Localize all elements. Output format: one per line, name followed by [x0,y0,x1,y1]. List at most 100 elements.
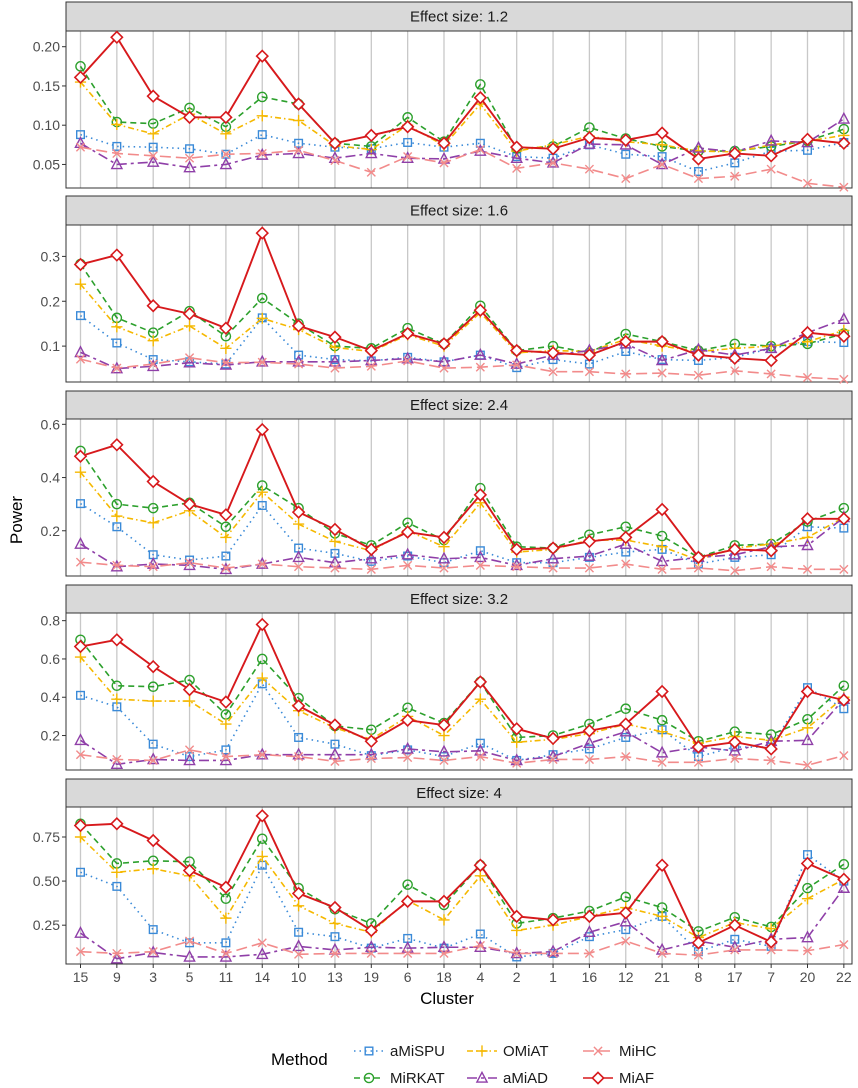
data-point [221,149,231,159]
series-line [80,356,844,381]
series-line [80,318,845,370]
data-point [730,945,740,955]
data-point [548,563,558,573]
data-point [655,745,669,758]
data-point [437,337,451,351]
data-point [657,948,667,959]
facet-strip [65,195,853,226]
legend-label: OMiAT [503,1043,549,1060]
data-point [583,136,596,149]
facet-strip [65,1,853,32]
data-point [112,141,122,151]
series-line [79,81,844,153]
data-point [221,358,231,368]
data-point [619,724,633,737]
data-point [221,938,231,948]
data-point [74,536,87,549]
data-point [691,348,706,362]
y-axis-title: Power [7,496,26,545]
data-point [147,517,159,529]
data-point [693,370,704,380]
x-tick-label: 1 [549,969,557,985]
data-point [256,110,268,122]
data-point [655,684,669,699]
data-point [403,752,413,763]
data-point [112,522,122,532]
y-tick-label: 0.2 [41,293,61,309]
data-point [112,754,122,765]
data-point [510,753,523,766]
facet-strip-label: Effect size: 4 [416,785,502,802]
data-point [148,925,158,935]
data-point [75,557,86,567]
x-tick-label: 10 [291,969,307,985]
data-point [800,856,815,871]
series-line [80,749,845,767]
series-line [80,232,844,362]
data-point [619,133,633,147]
data-point [182,497,197,511]
data-point [147,128,159,140]
series-line [80,516,845,571]
data-point [766,164,776,174]
series-line [79,283,845,354]
legend-label: MiRKAT [390,1070,445,1087]
y-tick-label: 0.4 [41,689,61,705]
legend-item-amispu: aMiSPU [354,1043,445,1060]
series-line [79,656,845,745]
x-tick-label: 11 [219,969,234,985]
data-point [548,367,558,377]
x-tick-label: 20 [800,969,816,985]
data-point [220,531,232,544]
y-tick-label: 0.6 [41,651,61,667]
x-tick-label: 14 [254,969,270,985]
data-point [110,438,124,452]
data-point [802,882,813,894]
data-point [403,137,413,147]
data-point [400,326,415,341]
data-point [255,617,269,632]
data-point [509,343,524,358]
data-point [837,329,851,343]
data-point [437,354,451,367]
data-point [330,932,340,942]
data-point [509,140,524,154]
data-point [73,257,88,272]
data-point [546,346,560,360]
data-point [474,870,486,882]
series-mihc [75,142,849,192]
legend-key-marker [591,1071,605,1085]
data-point [330,155,340,166]
x-tick-label: 21 [654,969,670,985]
data-point [75,311,85,321]
data-point [802,760,813,770]
data-point [111,510,123,522]
data-point [328,330,342,344]
data-point [221,752,231,762]
data-point [837,312,851,324]
data-point [657,159,667,170]
data-point [182,307,197,321]
data-point [838,859,850,870]
data-point [801,733,814,746]
data-point [220,893,232,905]
facet-strip-label: Effect size: 3.2 [410,591,508,608]
data-point [110,951,124,964]
data-point [74,831,87,843]
data-point [328,136,342,150]
legend-item-mihc: MiHC [583,1043,657,1060]
series-line [79,36,844,160]
series-mihc [75,936,849,960]
series-miaf [73,30,851,166]
x-tick-label: 7 [767,969,775,985]
data-point [584,367,594,377]
data-point [439,363,449,373]
data-point [512,562,522,572]
data-point [256,833,268,845]
data-point [766,755,776,766]
data-point [112,363,122,373]
data-point [256,653,268,665]
data-point [257,357,267,367]
y-axis: 0.25 0.50 0.75 [33,829,66,933]
data-point [655,157,669,170]
